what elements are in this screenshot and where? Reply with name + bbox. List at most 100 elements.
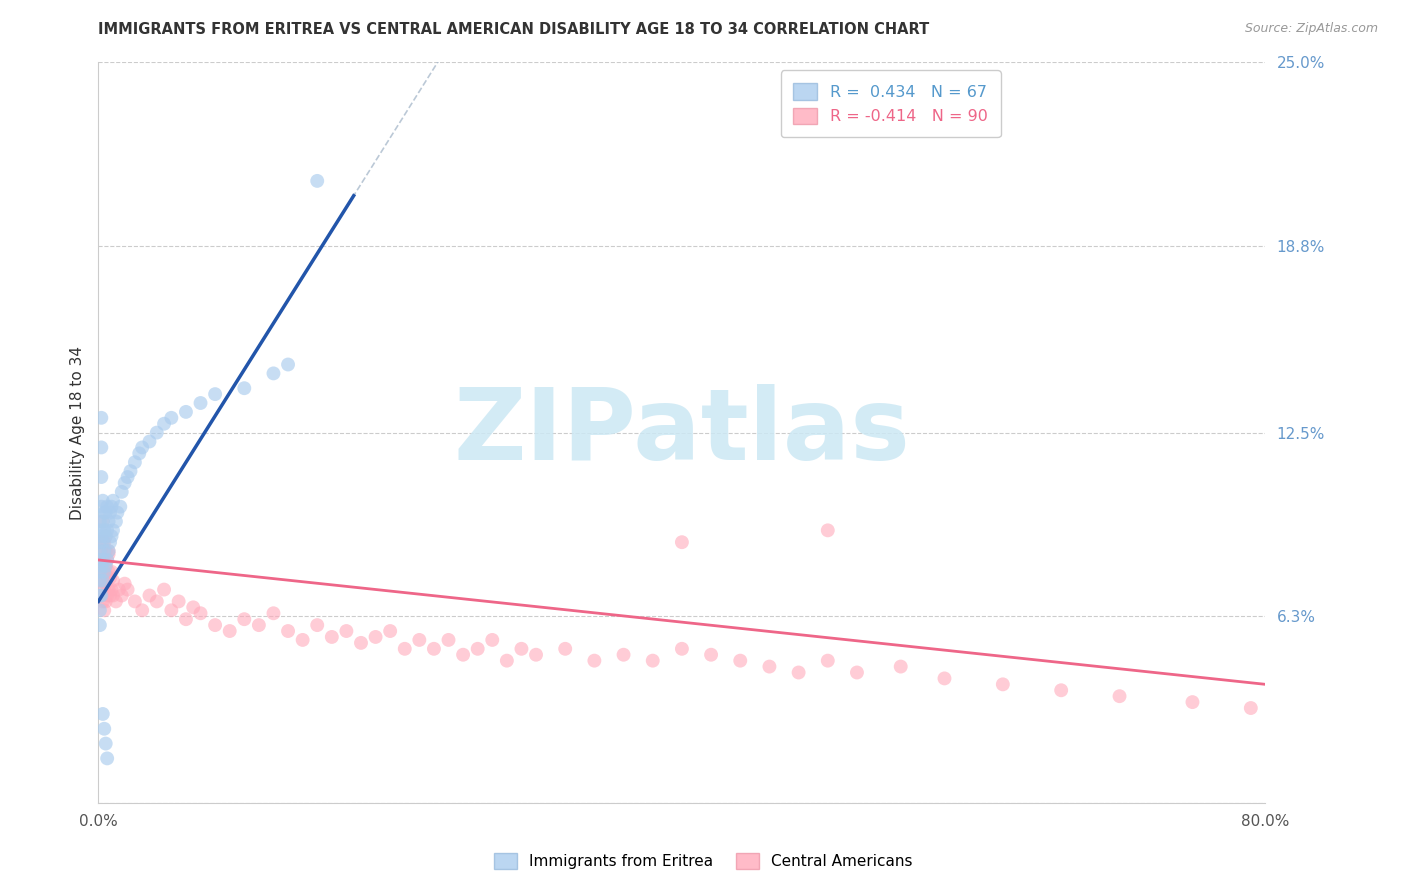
Point <box>1240 701 1263 715</box>
Point <box>524 648 547 662</box>
Point <box>90 500 112 514</box>
Point <box>100 582 122 597</box>
Point <box>233 381 256 395</box>
Point <box>890 659 912 673</box>
Point <box>93 524 115 538</box>
Point <box>94 529 117 543</box>
Point <box>817 524 839 538</box>
Point <box>89 603 111 617</box>
Point <box>96 553 118 567</box>
Point <box>94 576 117 591</box>
Point <box>554 641 576 656</box>
Point <box>451 648 474 662</box>
Point <box>160 603 183 617</box>
Point <box>128 446 150 460</box>
Point <box>93 535 115 549</box>
Point <box>111 484 134 499</box>
Point <box>181 600 204 615</box>
Point <box>89 553 111 567</box>
Point <box>98 506 121 520</box>
Point <box>671 641 693 656</box>
Point <box>96 571 118 585</box>
Point <box>730 654 752 668</box>
Legend: R =  0.434   N = 67, R = -0.414   N = 90: R = 0.434 N = 67, R = -0.414 N = 90 <box>780 70 1001 137</box>
Point <box>394 641 416 656</box>
Point <box>90 441 112 455</box>
Point <box>167 594 190 608</box>
Point <box>91 515 114 529</box>
Point <box>97 544 120 558</box>
Point <box>120 464 142 478</box>
Point <box>91 553 114 567</box>
Point <box>94 737 117 751</box>
Point <box>93 582 115 597</box>
Point <box>90 558 112 573</box>
Point <box>93 506 115 520</box>
Point <box>117 582 139 597</box>
Point <box>364 630 387 644</box>
Point <box>90 589 112 603</box>
Point <box>1108 689 1130 703</box>
Point <box>496 654 519 668</box>
Point <box>90 565 112 579</box>
Point <box>131 441 153 455</box>
Text: IMMIGRANTS FROM ERITREA VS CENTRAL AMERICAN DISABILITY AGE 18 TO 34 CORRELATION : IMMIGRANTS FROM ERITREA VS CENTRAL AMERI… <box>98 22 929 37</box>
Point <box>247 618 270 632</box>
Point <box>138 434 160 449</box>
Point <box>423 641 446 656</box>
Point <box>100 565 122 579</box>
Point <box>307 618 329 632</box>
Point <box>89 553 111 567</box>
Point <box>204 618 226 632</box>
Point <box>93 544 115 558</box>
Point <box>335 624 357 638</box>
Point <box>98 571 121 585</box>
Point <box>94 506 117 520</box>
Point <box>91 553 114 567</box>
Point <box>91 574 114 588</box>
Point <box>93 603 115 617</box>
Point <box>190 607 212 621</box>
Point <box>114 576 136 591</box>
Point <box>160 410 183 425</box>
Point <box>97 582 120 597</box>
Point <box>96 589 118 603</box>
Point <box>190 396 212 410</box>
Point <box>98 535 121 549</box>
Point <box>124 455 146 469</box>
Point <box>101 589 124 603</box>
Point <box>1181 695 1204 709</box>
Point <box>110 500 132 514</box>
Point <box>96 524 118 538</box>
Point <box>96 500 118 514</box>
Point <box>291 632 314 647</box>
Point <box>89 589 111 603</box>
Point <box>277 358 299 372</box>
Point <box>97 515 120 529</box>
Point <box>96 751 118 765</box>
Point <box>262 607 284 621</box>
Point <box>846 665 869 680</box>
Point <box>671 535 693 549</box>
Text: ZIPatlas: ZIPatlas <box>454 384 910 481</box>
Point <box>408 632 430 647</box>
Point <box>91 706 114 721</box>
Point <box>700 648 723 662</box>
Point <box>124 594 146 608</box>
Point <box>89 535 111 549</box>
Point <box>131 603 153 617</box>
Point <box>93 565 115 579</box>
Point <box>321 630 343 644</box>
Point <box>89 515 111 529</box>
Point <box>146 594 169 608</box>
Point <box>91 535 114 549</box>
Y-axis label: Disability Age 18 to 34: Disability Age 18 to 34 <box>69 345 84 520</box>
Point <box>108 582 131 597</box>
Point <box>510 641 533 656</box>
Point <box>98 589 121 603</box>
Point <box>94 544 117 558</box>
Point <box>277 624 299 638</box>
Point <box>204 387 226 401</box>
Point <box>101 524 124 538</box>
Point <box>481 632 503 647</box>
